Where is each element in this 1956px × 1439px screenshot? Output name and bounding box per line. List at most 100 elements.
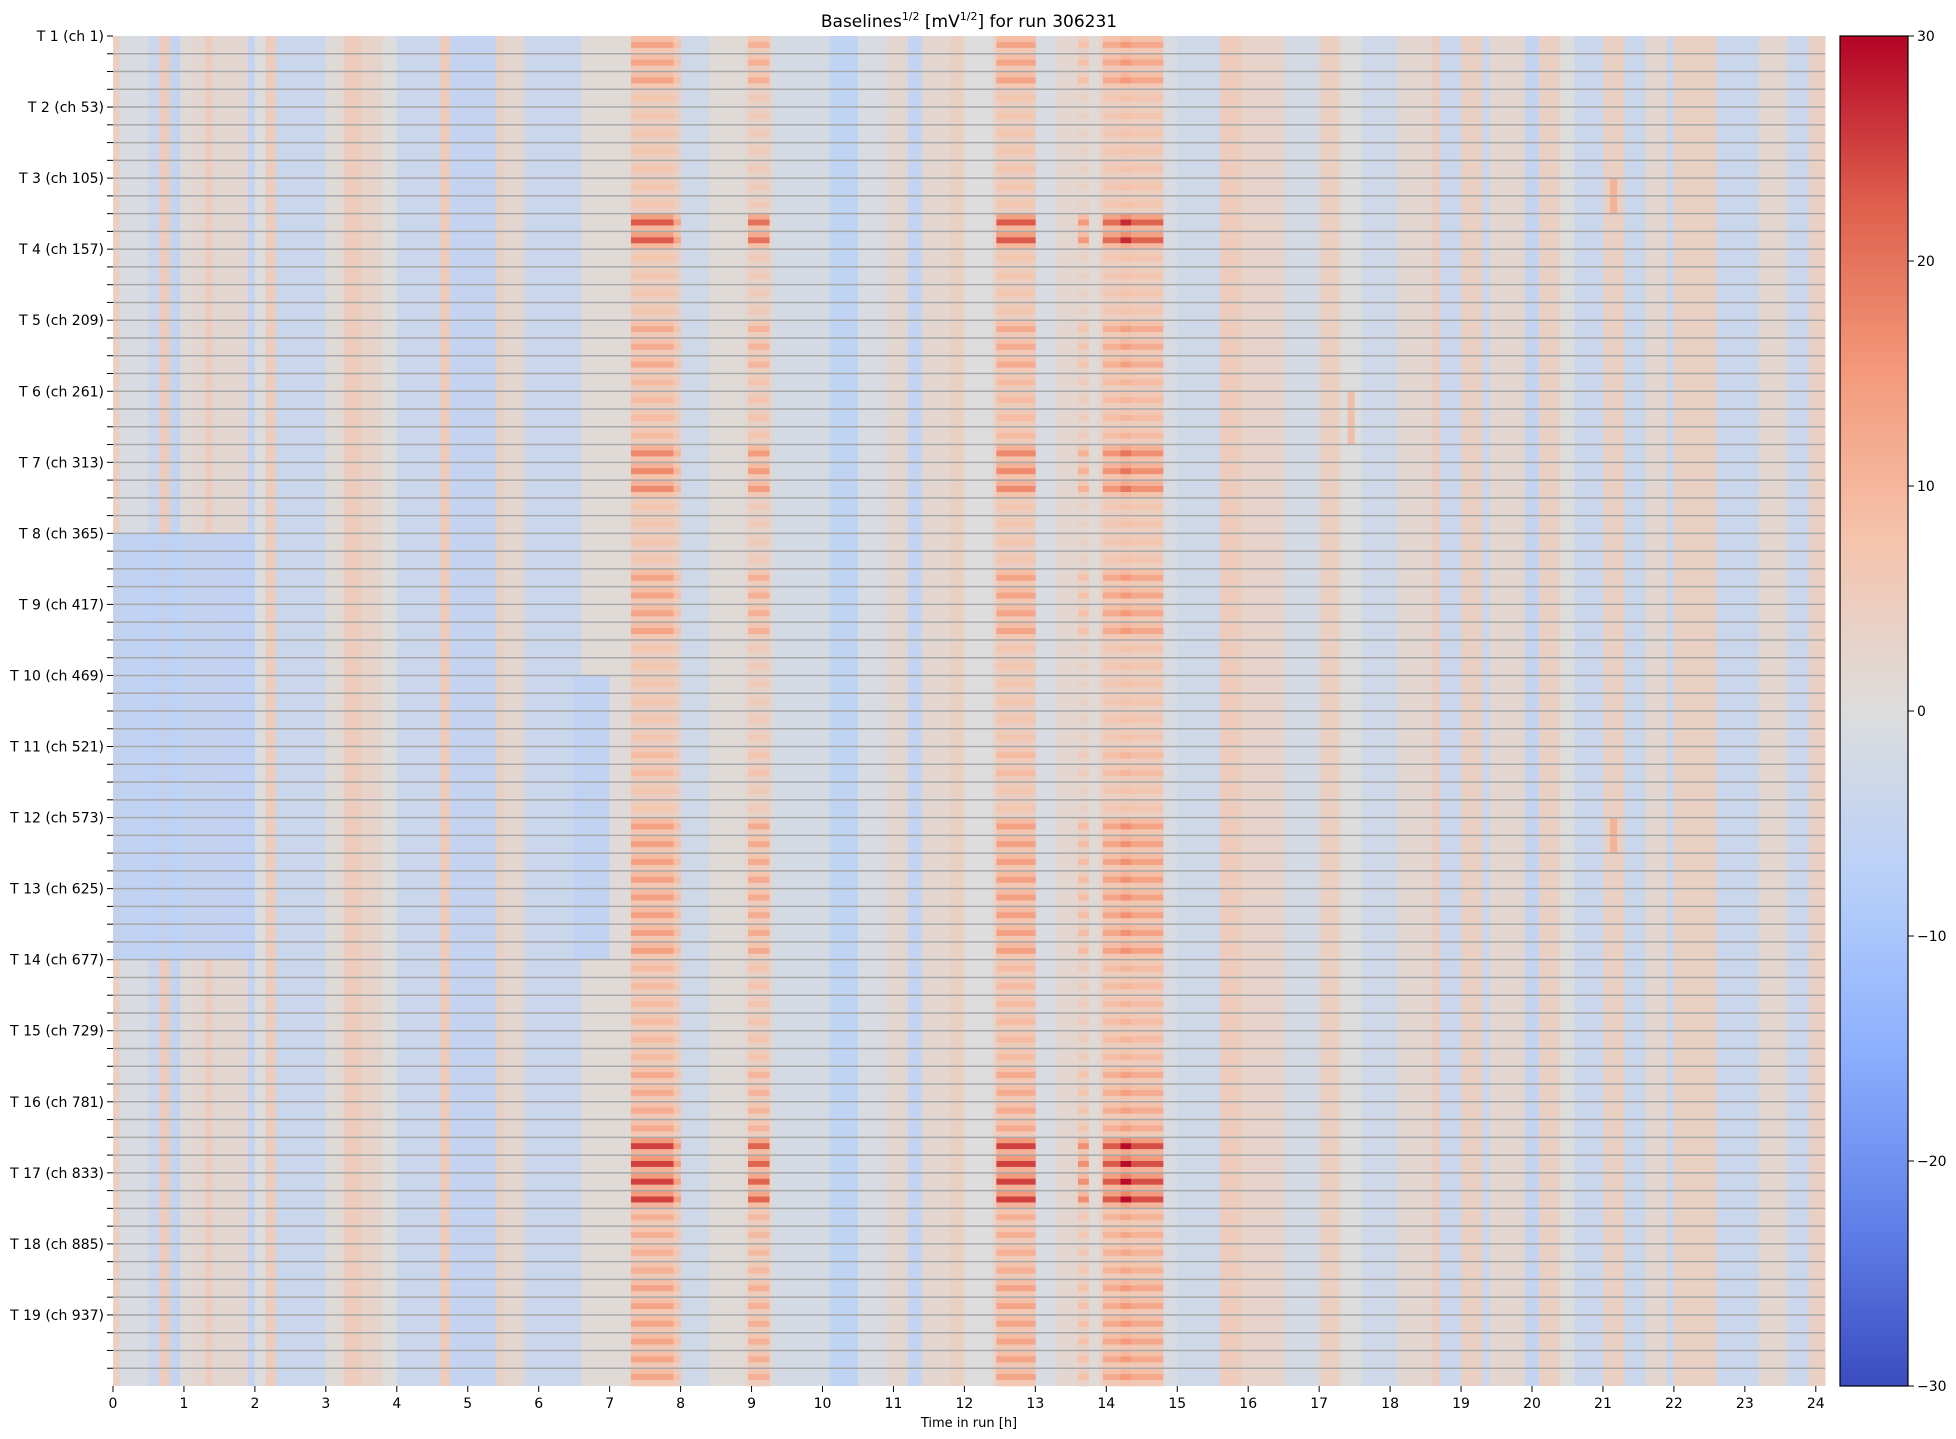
heatmap-cell xyxy=(630,888,674,895)
heatmap-cell xyxy=(673,367,681,374)
heatmap-cell xyxy=(1120,207,1132,214)
heatmap-cell xyxy=(630,693,674,700)
heatmap-cell xyxy=(748,1131,770,1138)
heatmap-cell xyxy=(1077,610,1089,617)
heatmap-cell xyxy=(1120,657,1132,664)
heatmap-cell xyxy=(1102,515,1121,522)
heatmap-cell xyxy=(630,1279,674,1286)
heatmap-cell xyxy=(1102,793,1121,801)
heatmap-cell xyxy=(1131,1095,1164,1103)
heatmap-cell xyxy=(1102,320,1121,327)
heatmap-cell xyxy=(996,1166,1036,1174)
heatmap-cell xyxy=(1131,663,1164,670)
heatmap-cell xyxy=(1120,770,1132,777)
heatmap-cell xyxy=(1102,1155,1121,1162)
heatmap-cell xyxy=(1120,669,1132,676)
heatmap-cell xyxy=(748,639,770,647)
heatmap-cell xyxy=(996,681,1036,688)
heatmap-cell xyxy=(1102,977,1121,984)
heatmap-cell xyxy=(673,1309,681,1316)
heatmap-cell xyxy=(630,95,674,102)
heatmap-cell xyxy=(1120,533,1132,540)
heatmap-cell xyxy=(673,1267,681,1274)
heatmap-cell xyxy=(748,142,770,149)
heatmap-cell xyxy=(996,1042,1036,1049)
heatmap-cell xyxy=(1102,681,1121,688)
heatmap-cell xyxy=(673,586,681,593)
heatmap-cell xyxy=(630,249,674,256)
heatmap-cell xyxy=(630,1285,674,1292)
heatmap-cell xyxy=(748,995,770,1002)
heatmap-cell xyxy=(630,1036,674,1043)
heatmap-cell xyxy=(1102,699,1121,706)
heatmap-cell xyxy=(1120,959,1132,966)
heatmap-cell xyxy=(630,1291,674,1298)
heatmap-cell xyxy=(996,1178,1036,1185)
heatmap-cell xyxy=(748,308,770,315)
heatmap-cell xyxy=(1102,835,1121,842)
heatmap-cell xyxy=(630,486,674,493)
heatmap-cell xyxy=(630,1125,674,1132)
heatmap-cell xyxy=(748,509,770,516)
heatmap-cell xyxy=(748,456,770,463)
heatmap-cell xyxy=(630,592,674,599)
heatmap-cell xyxy=(1077,189,1089,197)
heatmap-cell xyxy=(1077,527,1089,534)
heatmap-cell xyxy=(996,1380,1036,1387)
heatmap-cell xyxy=(1077,1285,1089,1292)
heatmap-cell xyxy=(1120,930,1132,937)
heatmap-cell xyxy=(673,172,681,179)
heatmap-cell xyxy=(1131,1202,1164,1209)
heatmap-cell xyxy=(673,195,681,203)
heatmap-cell xyxy=(996,1285,1036,1292)
heatmap-cell xyxy=(1077,480,1089,487)
heatmap-cell xyxy=(1077,409,1089,416)
heatmap-cell xyxy=(1102,965,1121,972)
heatmap-cell xyxy=(673,178,681,185)
heatmap-cell xyxy=(673,953,681,960)
heatmap-cell xyxy=(673,699,681,706)
heatmap-cell xyxy=(673,249,681,256)
heatmap-cell xyxy=(1102,639,1121,647)
heatmap-cell xyxy=(673,876,681,884)
heatmap-cell xyxy=(1102,823,1121,830)
heatmap-cell xyxy=(673,101,681,108)
heatmap-cell xyxy=(1120,977,1132,984)
heatmap-cell xyxy=(1120,1237,1132,1245)
heatmap-cell xyxy=(673,930,681,937)
heatmap-cell xyxy=(1077,912,1089,919)
heatmap-cell xyxy=(996,1161,1036,1168)
heatmap-cell xyxy=(996,1007,1036,1014)
heatmap-cell xyxy=(630,509,674,516)
heatmap-cell xyxy=(1102,95,1121,102)
heatmap-cell xyxy=(1120,266,1132,274)
heatmap-cell xyxy=(673,1226,681,1233)
heatmap-cell xyxy=(1077,207,1089,214)
heatmap-cell xyxy=(1102,1072,1121,1079)
heatmap-cell xyxy=(630,243,674,250)
heatmap-cell xyxy=(1131,107,1164,114)
heatmap-cell xyxy=(748,983,770,990)
heatmap-cell xyxy=(748,841,770,848)
heatmap-cell xyxy=(1077,1314,1089,1322)
heatmap-cell xyxy=(1131,178,1164,185)
heatmap-cell xyxy=(1120,1048,1132,1055)
heatmap-cell xyxy=(1120,118,1132,126)
heatmap-cell xyxy=(748,1243,770,1251)
heatmap-cell xyxy=(748,533,770,540)
heatmap-cell xyxy=(630,1166,674,1174)
heatmap-cell xyxy=(748,373,770,380)
heatmap-cell xyxy=(748,853,770,860)
heatmap-cell xyxy=(630,148,674,155)
heatmap-cell xyxy=(673,995,681,1002)
heatmap-cell xyxy=(673,1036,681,1043)
heatmap-cell xyxy=(1077,740,1089,747)
heatmap-cell xyxy=(630,953,674,960)
heatmap-cell xyxy=(1120,1208,1132,1215)
heatmap-cell xyxy=(1077,876,1089,884)
heatmap-cell xyxy=(1077,1030,1089,1037)
heatmap-cell xyxy=(1131,1255,1164,1262)
heatmap-cell xyxy=(996,1149,1036,1156)
heatmap-cell xyxy=(996,243,1036,250)
heatmap-cell xyxy=(996,320,1036,327)
